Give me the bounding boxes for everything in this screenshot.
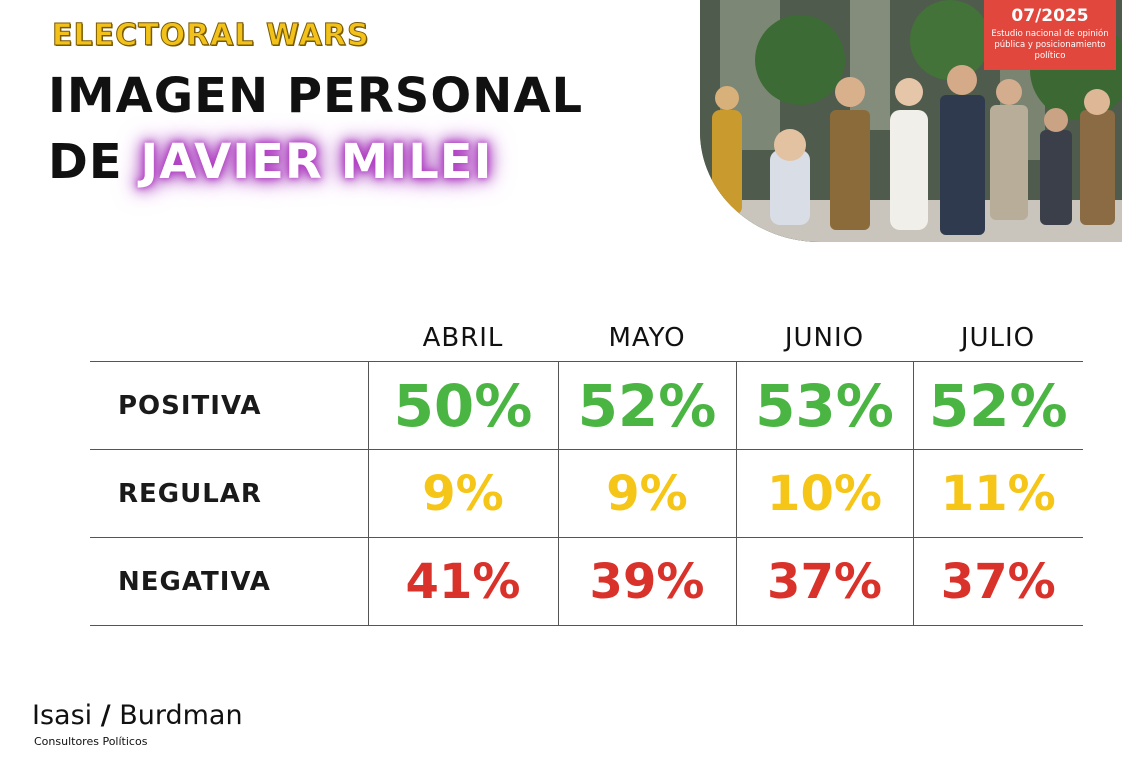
- corner-cell: [90, 300, 368, 362]
- column-header: MAYO: [608, 323, 686, 353]
- data-cell: 9%: [367, 449, 558, 538]
- approval-table: ABRIL MAYO JUNIO JULIO POSITIVA 50% 52% …: [90, 300, 1083, 626]
- data-cell: 52%: [912, 361, 1083, 450]
- column-header: JUNIO: [784, 323, 865, 353]
- brand-logo: ELECTORAL WARS: [52, 18, 370, 54]
- company-subtitle: Consultores Políticos: [34, 735, 148, 748]
- page-title: IMAGEN PERSONAL: [48, 68, 584, 124]
- row-label: NEGATIVA: [90, 537, 368, 626]
- date-label: 07/2025: [1011, 6, 1089, 26]
- header-row: ABRIL MAYO JUNIO JULIO: [90, 300, 1083, 362]
- page-title-line2: DE JAVIER MILEI: [48, 134, 492, 190]
- data-cell: 37%: [912, 537, 1083, 626]
- table-row: POSITIVA 50% 52% 53% 52%: [90, 361, 1083, 450]
- logo-right: Burdman: [119, 700, 243, 731]
- table-row: NEGATIVA 41% 39% 37% 37%: [90, 537, 1083, 626]
- data-cell: 50%: [367, 361, 558, 450]
- column-header: JULIO: [960, 323, 1036, 353]
- column-header: ABRIL: [422, 323, 504, 353]
- row-label: REGULAR: [90, 449, 368, 538]
- costume-group-photo: 07/2025 Estudio nacional de opinión públ…: [700, 0, 1122, 242]
- date-subtitle: Estudio nacional de opinión pública y po…: [991, 29, 1109, 61]
- data-cell: 52%: [557, 361, 736, 450]
- title-name: JAVIER MILEI: [140, 134, 493, 190]
- data-cell: 37%: [735, 537, 913, 626]
- table-row: REGULAR 9% 9% 10% 11%: [90, 449, 1083, 538]
- data-cell: 11%: [912, 449, 1083, 538]
- data-cell: 41%: [367, 537, 558, 626]
- data-cell: 39%: [557, 537, 736, 626]
- logo-left: Isasi: [32, 700, 93, 731]
- row-label: POSITIVA: [90, 361, 368, 450]
- title-prefix: DE: [48, 134, 123, 190]
- logo-slash: /: [100, 700, 111, 731]
- company-logo: Isasi / Burdman: [32, 700, 243, 731]
- data-cell: 10%: [735, 449, 913, 538]
- data-cell: 53%: [735, 361, 913, 450]
- date-badge: 07/2025 Estudio nacional de opinión públ…: [984, 0, 1116, 70]
- data-cell: 9%: [557, 449, 736, 538]
